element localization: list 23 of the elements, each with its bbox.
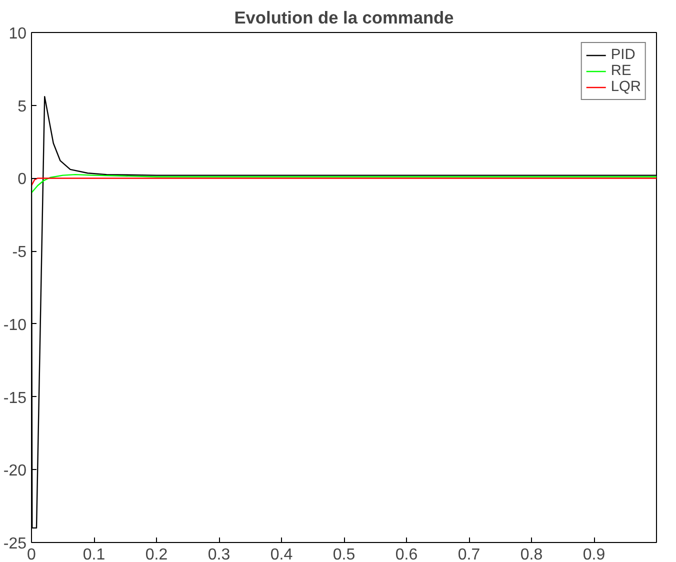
legend-label: RE (610, 63, 632, 79)
x-tick-label: 0.3 (208, 546, 230, 562)
x-tick-label: 0 (27, 546, 36, 562)
x-tick-label: 0.2 (145, 546, 168, 562)
x-tick-label: 0.8 (520, 546, 543, 562)
x-tick-label: 0.4 (270, 546, 293, 562)
x-tick-label: 0.1 (82, 546, 106, 562)
y-tick-label: -25 (3, 536, 27, 552)
y-tick-label: -10 (3, 316, 27, 334)
y-tick-label: -15 (3, 390, 27, 407)
chart-title: Evolution de la commande (234, 8, 454, 28)
y-tick-label: -20 (3, 462, 27, 480)
legend-label: LQR (610, 79, 641, 95)
y-tick-label: -5 (12, 244, 27, 262)
y-tick-label: 5 (18, 98, 27, 116)
legend-label: PID (610, 47, 636, 63)
x-tick-label: 0.5 (332, 546, 356, 562)
y-tick-label: 10 (8, 26, 27, 42)
x-tick-label: 0.9 (582, 546, 606, 562)
x-tick-label: 0.6 (395, 546, 418, 562)
y-tick-label: 0 (18, 171, 27, 188)
x-tick-label: 0.7 (458, 546, 480, 562)
line-series (32, 174, 656, 194)
